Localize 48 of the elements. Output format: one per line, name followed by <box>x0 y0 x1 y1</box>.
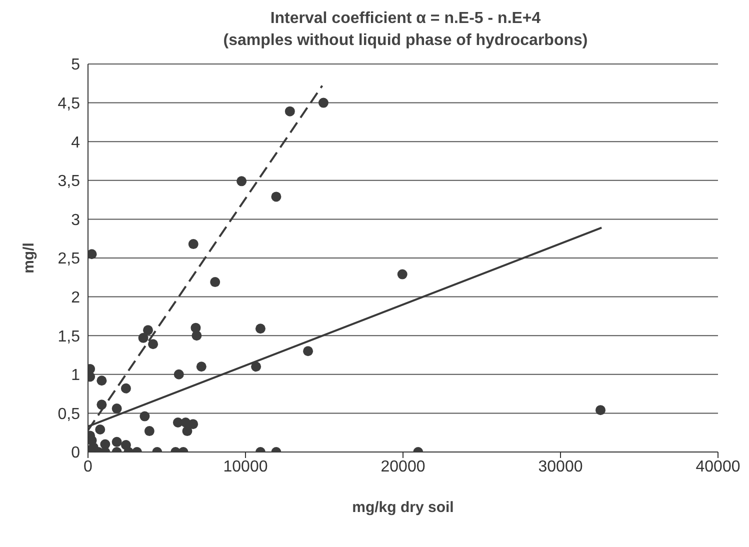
x-tick-label: 40000 <box>696 458 740 476</box>
point <box>148 339 158 350</box>
point <box>318 98 328 108</box>
y-tick-label: 2 <box>71 289 80 306</box>
point <box>210 277 220 288</box>
point <box>596 405 606 416</box>
point <box>196 362 206 372</box>
x-tick-label: 10000 <box>223 458 268 476</box>
y-tick-label: 0,5 <box>58 406 80 423</box>
x-axis-title: mg/kg dry soil <box>352 499 454 516</box>
point <box>174 369 184 380</box>
point <box>88 249 97 260</box>
point <box>144 426 154 436</box>
point <box>255 324 266 334</box>
point <box>120 383 131 394</box>
point <box>271 192 282 202</box>
point <box>138 332 148 343</box>
y-tick-label: 5 <box>71 56 80 74</box>
point <box>188 239 198 250</box>
y-tick-label: 0 <box>71 444 80 462</box>
point <box>188 419 198 430</box>
x-tick-label: 30000 <box>538 458 583 476</box>
y-tick-label: 1 <box>71 367 80 384</box>
y-axis-title: mg/l <box>20 242 38 274</box>
point <box>143 325 154 336</box>
point <box>95 424 106 434</box>
point <box>112 436 122 447</box>
point <box>192 330 202 341</box>
point <box>112 404 122 414</box>
x-tick-label: 20000 <box>380 458 426 476</box>
point <box>236 176 247 186</box>
point <box>251 362 262 372</box>
y-tick-label: 3 <box>71 212 80 229</box>
y-tick-label: 4,5 <box>58 95 80 112</box>
point <box>182 426 192 436</box>
chart-subtitle: (samples without liquid phase of hydrocarbons) <box>222 31 589 51</box>
point <box>140 411 150 422</box>
y-tick-label: 4 <box>71 134 80 152</box>
y-tick-label: 2,5 <box>58 250 80 268</box>
point <box>303 346 314 356</box>
point <box>96 376 107 386</box>
y-tick-label: 1,5 <box>58 328 80 346</box>
x-tick-label: 0 <box>84 458 93 476</box>
point <box>96 400 107 410</box>
point <box>397 269 408 280</box>
chart-title: Interval coefficient α = n.E-5 - n.E+4 <box>269 9 542 29</box>
y-tick-label: 3,5 <box>58 173 80 190</box>
point <box>284 106 295 116</box>
